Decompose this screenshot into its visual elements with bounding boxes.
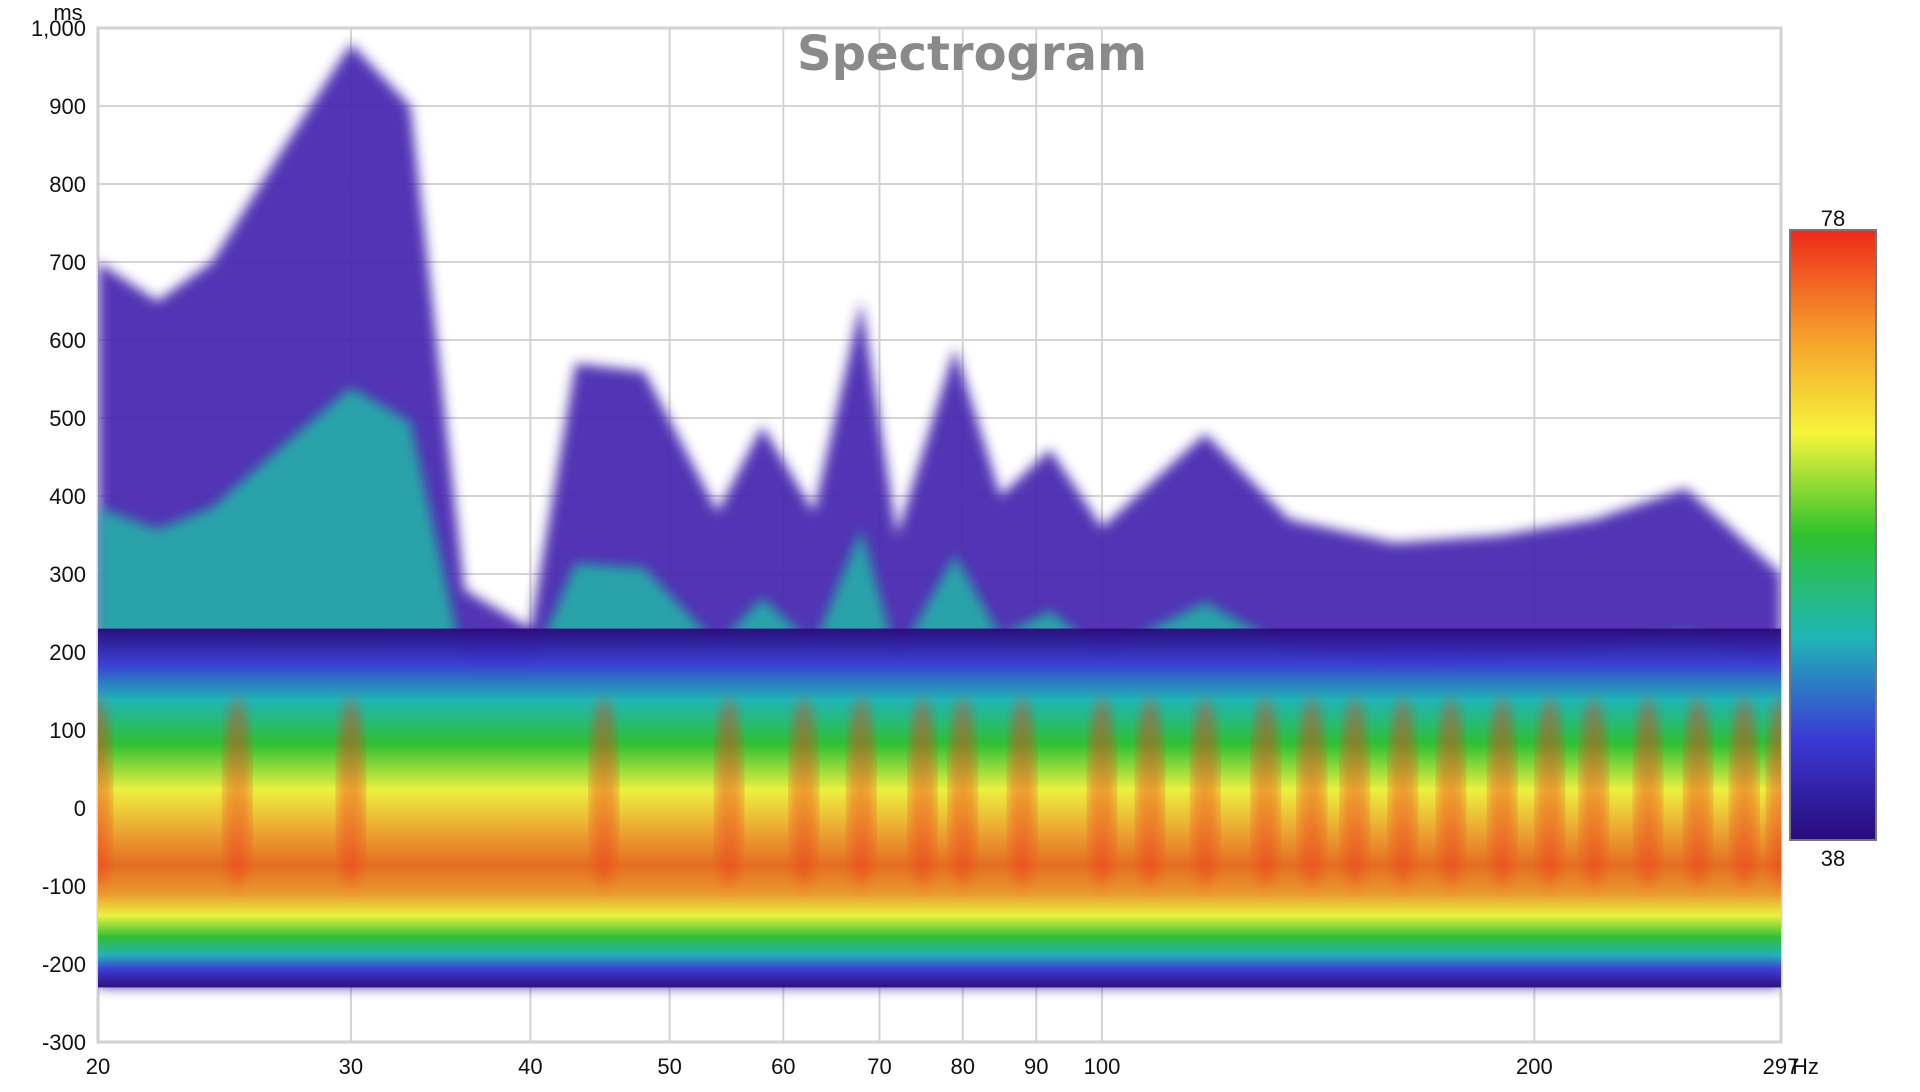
y-tick-label-3: 700 [49, 250, 86, 275]
resonance-peak-19 [1535, 697, 1564, 888]
resonance-peak-23 [1730, 697, 1759, 888]
resonance-peak-0 [98, 697, 112, 888]
colorbar-max-label: 78 [1821, 206, 1845, 231]
heatmap-surface [98, 43, 1781, 988]
resonance-peak-14 [1297, 697, 1326, 888]
x-axis-ticks: 20 30 40 50 60 70 80 90 100 200 297 [86, 1054, 1800, 1079]
x-tick-label-1: 30 [339, 1054, 363, 1079]
resonance-peak-8 [948, 697, 977, 888]
resonance-peak-12 [1191, 697, 1220, 888]
colorbar-min-label: 38 [1821, 846, 1845, 871]
resonance-peak-22 [1684, 697, 1713, 888]
resonance-peak-9 [1008, 697, 1037, 888]
y-axis-label: ms [53, 0, 82, 25]
x-tick-label-8: 100 [1084, 1054, 1121, 1079]
x-tick-label-3: 50 [657, 1054, 681, 1079]
y-tick-label-6: 400 [49, 484, 86, 509]
resonance-peak-5 [789, 697, 818, 888]
y-tick-label-12: -200 [42, 952, 86, 977]
x-tick-label-6: 80 [951, 1054, 975, 1079]
y-tick-label-8: 200 [49, 640, 86, 665]
chart-title: Spectrogram [797, 26, 1147, 82]
resonance-peak-24 [1767, 697, 1781, 888]
resonance-peak-13 [1251, 697, 1280, 888]
x-tick-label-2: 40 [518, 1054, 542, 1079]
y-tick-label-13: -300 [42, 1030, 86, 1055]
x-tick-label-7: 90 [1024, 1054, 1048, 1079]
resonance-peak-16 [1388, 697, 1417, 888]
x-axis-label: Hz [1792, 1054, 1819, 1079]
resonance-peak-18 [1488, 697, 1517, 888]
x-tick-label-5: 70 [867, 1054, 891, 1079]
x-tick-label-0: 20 [86, 1054, 110, 1079]
y-tick-label-2: 800 [49, 172, 86, 197]
y-axis-ticks: 1,000 900 800 700 600 500 400 300 200 100 0 -100 -20… [31, 16, 86, 1055]
resonance-peak-15 [1340, 697, 1369, 888]
resonance-peak-17 [1437, 697, 1466, 888]
resonance-peak-21 [1634, 697, 1663, 888]
resonance-peak-1 [223, 697, 252, 888]
resonance-peak-6 [847, 697, 876, 888]
x-tick-label-10: 297 [1763, 1054, 1800, 1079]
resonance-peak-7 [908, 697, 937, 888]
resonance-peak-11 [1135, 697, 1164, 888]
x-tick-label-9: 200 [1516, 1054, 1553, 1079]
y-tick-label-0: 1,000 [31, 16, 86, 41]
y-tick-label-10: 0 [74, 796, 86, 821]
resonance-peak-10 [1087, 697, 1116, 888]
y-tick-label-4: 600 [49, 328, 86, 353]
y-tick-label-7: 300 [49, 562, 86, 587]
y-tick-label-1: 900 [49, 94, 86, 119]
resonance-peak-20 [1579, 697, 1608, 888]
resonance-peak-3 [589, 697, 618, 888]
y-tick-label-9: 100 [49, 718, 86, 743]
x-tick-label-4: 60 [771, 1054, 795, 1079]
colorbar [1789, 229, 1877, 841]
resonance-peak-4 [715, 697, 744, 888]
y-tick-label-11: -100 [42, 874, 86, 899]
resonance-peak-2 [336, 697, 365, 888]
y-tick-label-5: 500 [49, 406, 86, 431]
